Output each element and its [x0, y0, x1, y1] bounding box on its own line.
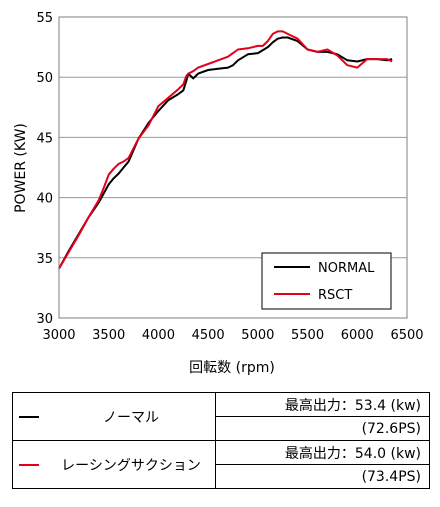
y-tick-label: 50 [36, 71, 53, 86]
table-row: (73.4PS) [13, 464, 430, 489]
x-tick-label: 4500 [192, 328, 225, 343]
plot-frame [58, 16, 408, 319]
x-tick-labels: 3000 3500 4000 4500 5000 5500 6000 6500 [42, 328, 423, 343]
y-tick-label: 30 [36, 312, 53, 327]
legend-label-normal: NORMAL [318, 261, 375, 276]
legend-label-rsct: RSCT [318, 288, 352, 303]
series-lines [58, 30, 393, 270]
x-axis-label: 回転数 (rpm) [189, 360, 275, 376]
legend: NORMAL RSCT [261, 252, 392, 310]
series-cell: ノーマル [12, 392, 216, 441]
line-swatch [19, 463, 39, 466]
x-tick-label: 5000 [241, 328, 274, 343]
ps-cell: (73.4PS) [215, 464, 430, 489]
legend-box [261, 252, 392, 310]
y-axis-label: POWER (KW) [13, 123, 29, 213]
y-tick-label: 35 [36, 252, 53, 267]
x-tick-label: 4000 [142, 328, 175, 343]
ps-cell: (72.6PS) [215, 416, 430, 441]
series-name: ノーマル [103, 409, 159, 426]
y-tick-label: 55 [36, 11, 53, 26]
summary-table: ノーマル 最高出力：53.4 (kw) (72.6PS) レーシングサクション … [12, 392, 430, 489]
y-tick-label: 45 [36, 131, 53, 146]
series-cell: レーシングサクション [12, 440, 216, 489]
power-chart: 30 35 40 45 50 55 3000 3500 4000 4500 5000 5500 600… [13, 11, 424, 376]
table-row: ノーマル 最高出力：53.4 (kw) [12, 392, 430, 441]
max-output-cell: 最高出力：53.4 (kw) [215, 392, 430, 417]
y-tick-label: 40 [36, 192, 53, 207]
max-output-cell: 最高出力：54.0 (kw) [215, 440, 430, 465]
x-tick-label: 5500 [291, 328, 324, 343]
x-tick-label: 3000 [42, 328, 75, 343]
series-cell-content: レーシングサクション [19, 455, 209, 475]
series-line-rsct [58, 30, 393, 270]
line-swatch [19, 415, 39, 418]
series-cell-content: ノーマル [19, 407, 209, 427]
x-tick-label: 3500 [92, 328, 125, 343]
table-row: レーシングサクション 最高出力：54.0 (kw) [12, 440, 430, 489]
x-tick-label: 6500 [390, 328, 423, 343]
series-name: レーシングサクション [61, 457, 201, 474]
y-tick-labels: 30 35 40 45 50 55 [36, 11, 53, 327]
series-line-normal [58, 36, 393, 270]
x-tick-label: 6000 [341, 328, 374, 343]
